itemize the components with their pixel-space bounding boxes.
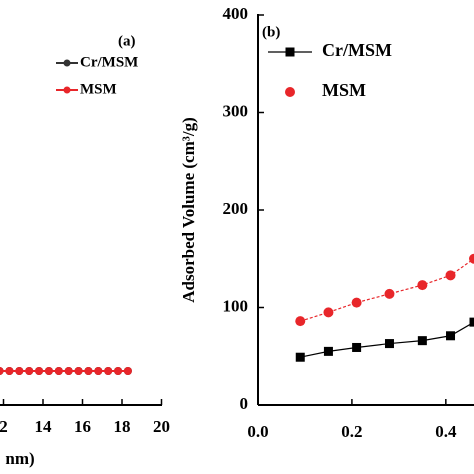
marker (123, 367, 132, 375)
marker (417, 280, 428, 291)
x-tick-label: 14 (35, 417, 53, 436)
marker (469, 317, 474, 327)
marker (323, 307, 334, 318)
marker (285, 47, 295, 57)
y-axis-label: Adsorbed Volume (cm³/g) (179, 117, 198, 303)
marker (445, 270, 456, 281)
marker (64, 367, 73, 375)
panel-label: (b) (262, 24, 280, 40)
legend-label: MSM (80, 81, 117, 97)
marker (384, 288, 395, 299)
legend-marker (63, 59, 71, 67)
y-tick-label: 300 (223, 101, 249, 120)
y-tick-label: 0 (240, 394, 249, 413)
marker (352, 342, 362, 352)
x-axis-label: nm) (5, 449, 34, 468)
marker (114, 367, 123, 375)
x-tick-label: 0.2 (341, 422, 362, 441)
x-tick-label: 18 (114, 417, 131, 436)
legend-label: Cr/MSM (80, 54, 138, 70)
x-tick-label: 0.0 (247, 422, 268, 441)
marker (351, 297, 362, 308)
marker (84, 367, 93, 375)
x-tick-label: 2 (0, 417, 8, 436)
marker (285, 87, 295, 97)
x-tick-label: 20 (153, 417, 170, 436)
marker (94, 367, 103, 375)
marker (0, 367, 4, 375)
panel-label: (a) (118, 33, 136, 49)
marker (469, 253, 474, 264)
marker (417, 336, 427, 346)
marker (74, 367, 83, 375)
marker (44, 367, 53, 375)
y-tick-label: 400 (223, 4, 249, 23)
marker (54, 367, 63, 375)
marker (5, 367, 14, 375)
marker (384, 339, 394, 349)
y-tick-label: 100 (223, 296, 249, 315)
marker (446, 331, 456, 341)
marker (323, 346, 333, 356)
marker (35, 367, 44, 375)
x-tick-label: 0.4 (435, 422, 457, 441)
marker (15, 367, 24, 375)
legend-label: MSM (322, 80, 366, 100)
x-tick-label: 16 (74, 417, 91, 436)
marker (295, 316, 306, 327)
marker (25, 367, 34, 375)
legend-label: Cr/MSM (322, 40, 392, 60)
marker (295, 352, 305, 362)
legend-marker (63, 86, 71, 94)
y-tick-label: 200 (223, 199, 249, 218)
marker (104, 367, 113, 375)
